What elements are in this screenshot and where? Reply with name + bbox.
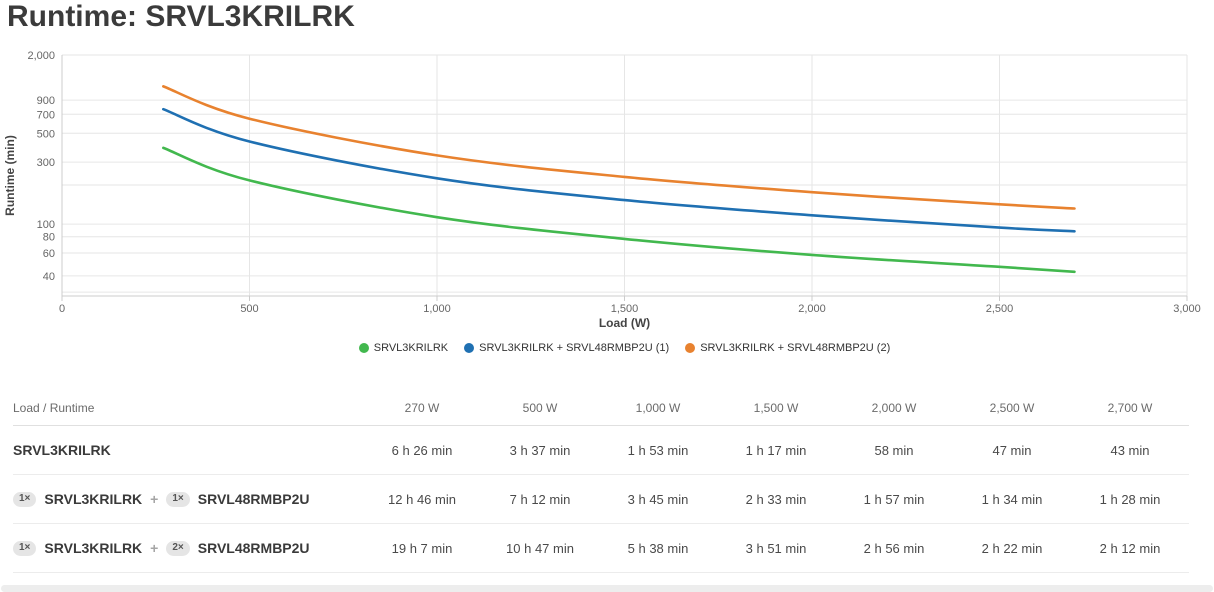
legend-dot-icon: [358, 343, 369, 353]
x-tick-label: 1,500: [611, 303, 639, 315]
y-tick-label: 80: [43, 232, 55, 244]
runtime-cell: 6 h 26 min: [391, 442, 453, 458]
runtime-cell: 2 h 12 min: [1099, 540, 1161, 556]
runtime-cell: 1 h 28 min: [1099, 491, 1161, 507]
y-tick-label: 500: [37, 128, 55, 140]
runtime-cell: 2 h 56 min: [863, 540, 925, 556]
y-axis-title: Runtime (min): [3, 135, 17, 216]
runtime-cell: 1 h 34 min: [981, 491, 1043, 507]
multiplier-badge: 1×: [13, 491, 37, 507]
table-row-2: 1× SRVL3KRILRK +1× SRVL48RMBP2U 12 h 46 min 7…: [13, 475, 1189, 524]
x-axis-title: Load (W): [599, 316, 650, 330]
x-tick-label: 3,000: [1173, 303, 1201, 315]
header-cell-load: 270 W: [404, 400, 440, 415]
page-title: Runtime: SRVL3KRILRK: [7, 0, 355, 33]
legend-dot-icon: [685, 343, 696, 353]
model-name: SRVL3KRILRK: [13, 442, 111, 458]
runtime-cell: 7 h 12 min: [509, 491, 571, 507]
header-cell-load: 2,500 W: [989, 400, 1035, 415]
y-tick-label: 900: [37, 95, 55, 107]
model-name: SRVL3KRILRK: [44, 540, 143, 556]
header-cell-load: 1,000 W: [635, 400, 681, 415]
table-row-3: 1× SRVL3KRILRK +2× SRVL48RMBP2U 19 h 7 min 10…: [13, 524, 1189, 573]
runtime-cell: 1 h 57 min: [863, 491, 925, 507]
legend-item-3[interactable]: SRVL3KRILRK + SRVL48RMBP2U (2): [685, 342, 890, 354]
legend-item-label: SRVL3KRILRK + SRVL48RMBP2U (2): [700, 342, 891, 354]
runtime-table: Load / Runtime 270 W 500 W 1,000 W 1,500 W 2,…: [13, 390, 1189, 573]
header-cell-load: 1,500 W: [753, 400, 799, 415]
header-cell-load: 2,000 W: [871, 400, 917, 415]
series-line-1: [162, 146, 1076, 274]
y-tick-label: 60: [43, 248, 55, 260]
table-row-1: SRVL3KRILRK 6 h 26 min 3 h 37 min 1 h 53 mi…: [13, 426, 1189, 475]
runtime-cell: 2 h 22 min: [981, 540, 1043, 556]
y-tick-label: 40: [43, 271, 55, 283]
series-line-3: [162, 85, 1076, 210]
runtime-cell: 10 h 47 min: [506, 540, 574, 556]
y-tick-label: 100: [37, 219, 55, 231]
header-cell-load: 500 W: [522, 400, 558, 415]
runtime-cell: 3 h 45 min: [627, 491, 689, 507]
runtime-cell: 12 h 46 min: [388, 491, 456, 507]
x-tick-label: 2,000: [798, 303, 826, 315]
legend-item-label: SRVL3KRILRK + SRVL48RMBP2U (1): [479, 342, 670, 354]
x-tick-label: 1,000: [423, 303, 451, 315]
legend-item-label: SRVL3KRILRK: [373, 342, 449, 354]
table-scrollbar-track[interactable]: [1, 585, 1213, 592]
runtime-cell: 3 h 51 min: [745, 540, 807, 556]
legend-item-1[interactable]: SRVL3KRILRK: [358, 342, 449, 354]
runtime-cell: 3 h 37 min: [509, 442, 571, 458]
table-header-row: Load / Runtime 270 W 500 W 1,000 W 1,500 W 2,…: [13, 390, 1189, 426]
legend-dot-icon: [464, 343, 475, 353]
model-name: SRVL48RMBP2U: [197, 540, 310, 556]
plus-separator: +: [150, 540, 159, 556]
header-cell-load: 2,700 W: [1107, 400, 1153, 415]
multiplier-badge: 1×: [166, 491, 190, 507]
plus-separator: +: [150, 491, 159, 507]
runtime-cell: 5 h 38 min: [627, 540, 689, 556]
chart-legend: SRVL3KRILRK SRVL3KRILRK + SRVL48RMBP2U (1…: [62, 342, 1187, 354]
runtime-cell: 1 h 53 min: [627, 442, 689, 458]
header-cell-load-runtime: Load / Runtime: [13, 400, 95, 415]
x-tick-label: 0: [59, 303, 65, 315]
series-line-2: [162, 107, 1076, 233]
runtime-cell: 47 min: [992, 442, 1032, 458]
row-label: SRVL3KRILRK: [13, 442, 363, 458]
y-tick-label: 2,000: [27, 50, 55, 62]
runtime-cell: 1 h 17 min: [745, 442, 807, 458]
row-label: 1× SRVL3KRILRK +2× SRVL48RMBP2U: [13, 540, 363, 556]
model-name: SRVL48RMBP2U: [197, 491, 310, 507]
x-tick-label: 2,500: [986, 303, 1014, 315]
multiplier-badge: 1×: [13, 540, 37, 556]
model-name: SRVL3KRILRK: [44, 491, 143, 507]
runtime-cell: 58 min: [874, 442, 914, 458]
runtime-cell: 43 min: [1110, 442, 1150, 458]
x-tick-label: 500: [240, 303, 258, 315]
runtime-cell: 2 h 33 min: [745, 491, 807, 507]
y-tick-label: 300: [37, 157, 55, 169]
y-tick-label: 700: [37, 109, 55, 121]
row-label: 1× SRVL3KRILRK +1× SRVL48RMBP2U: [13, 491, 363, 507]
multiplier-badge: 2×: [166, 540, 190, 556]
runtime-cell: 19 h 7 min: [391, 540, 453, 556]
legend-item-2[interactable]: SRVL3KRILRK + SRVL48RMBP2U (1): [464, 342, 669, 354]
